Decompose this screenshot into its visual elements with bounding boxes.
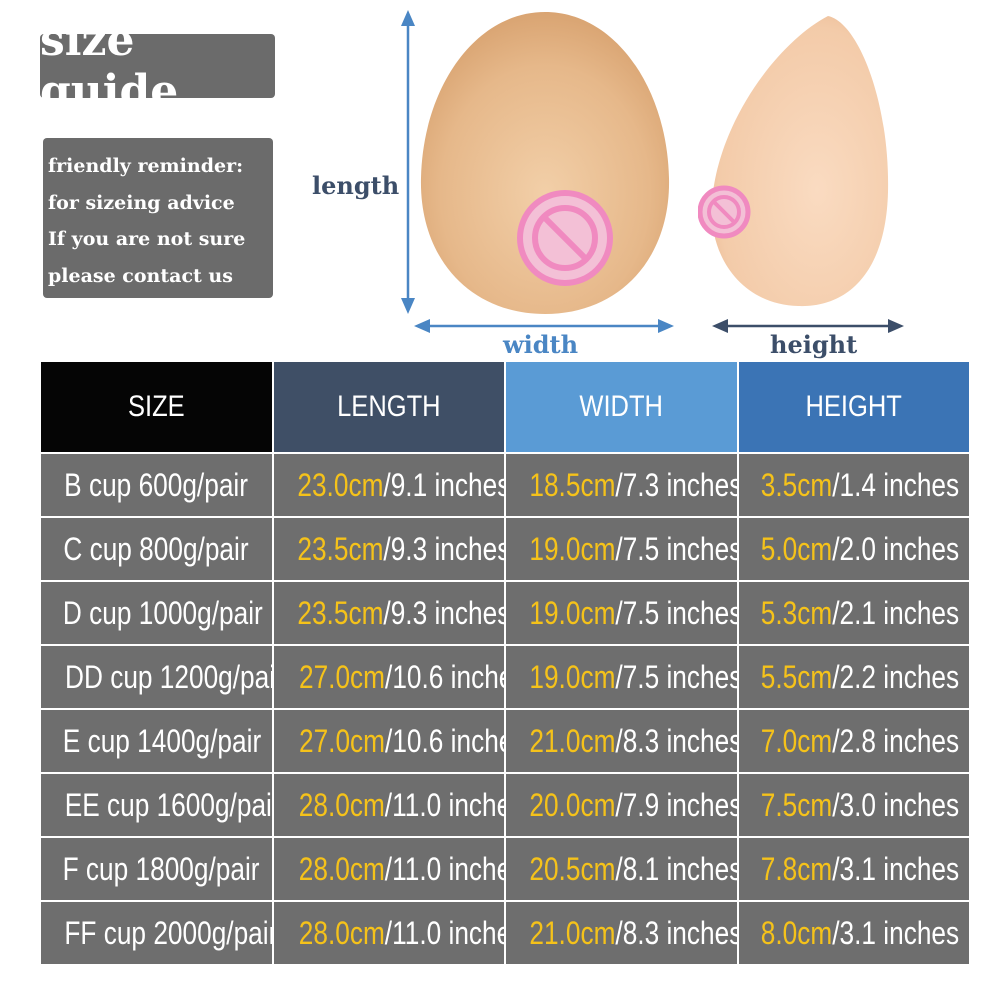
width-cell: 21.0cm/8.3 inches [506, 710, 737, 772]
length-cell: 28.0cm/11.0 inches [273, 774, 504, 836]
reminder-line: friendly reminder: [48, 155, 244, 177]
width-cell: 19.0cm/7.5 inches [506, 582, 737, 644]
length-cell: 28.0cm/11.0 inches [273, 902, 504, 964]
length-cell: 23.0cm/9.1 inches [273, 454, 504, 516]
width-cell: 21.0cm/8.3 inches [506, 902, 737, 964]
height-cell: 7.0cm/2.8 inches [738, 710, 969, 772]
reminder-line: for sizeing advice [48, 191, 235, 214]
size-cell: D cup 1000g/pair [41, 582, 272, 644]
reminder-line: please contact us [48, 264, 233, 287]
censor-icon [517, 190, 613, 286]
width-cell: 19.0cm/7.5 inches [506, 646, 737, 708]
size-cell: DD cup 1200g/pair [41, 646, 272, 708]
length-cell: 27.0cm/10.6 inches [273, 710, 504, 772]
size-guide-title-box: size guide [40, 15, 275, 117]
width-cell: 19.0cm/7.5 inches [506, 518, 737, 580]
width-cell: 18.5cm/7.3 inches [506, 454, 737, 516]
length-cell: 23.5cm/9.3 inches [273, 518, 504, 580]
breast-form-front-view [420, 12, 670, 314]
height-cell: 8.0cm/3.1 inches [738, 902, 969, 964]
table-row: EE cup 1600g/pair 28.0cm/11.0 inches 20.… [41, 774, 969, 836]
header-width: WIDTH [506, 362, 737, 452]
size-cell: F cup 1800g/pair [41, 838, 272, 900]
height-cell: 5.0cm/2.0 inches [738, 518, 969, 580]
header-height: HEIGHT [738, 362, 969, 452]
table-row: FF cup 2000g/pair 28.0cm/11.0 inches 21.… [41, 902, 969, 964]
size-table: SIZE LENGTH WIDTH HEIGHT B cup 600g/pair… [39, 360, 971, 966]
table-row: DD cup 1200g/pair 27.0cm/10.6 inches 19.… [41, 646, 969, 708]
height-cell: 7.5cm/3.0 inches [738, 774, 969, 836]
size-cell: FF cup 2000g/pair [41, 902, 272, 964]
width-cell: 20.5cm/8.1 inches [506, 838, 737, 900]
table-row: E cup 1400g/pair 27.0cm/10.6 inches 21.0… [41, 710, 969, 772]
width-label: width [503, 330, 579, 359]
size-cell: B cup 600g/pair [41, 454, 272, 516]
length-label: length [312, 171, 400, 200]
size-cell: EE cup 1600g/pair [41, 774, 272, 836]
table-row: B cup 600g/pair 23.0cm/9.1 inches 18.5cm… [41, 454, 969, 516]
width-cell: 20.0cm/7.9 inches [506, 774, 737, 836]
table-header-row: SIZE LENGTH WIDTH HEIGHT [41, 362, 969, 452]
header-size: SIZE [41, 362, 272, 452]
height-cell: 5.3cm/2.1 inches [738, 582, 969, 644]
table-row: F cup 1800g/pair 28.0cm/11.0 inches 20.5… [41, 838, 969, 900]
breast-form-side-view [698, 16, 889, 307]
table-row: C cup 800g/pair 23.5cm/9.3 inches 19.0cm… [41, 518, 969, 580]
header-length: LENGTH [273, 362, 504, 452]
height-cell: 5.5cm/2.2 inches [738, 646, 969, 708]
page-title: size guide [40, 15, 179, 117]
height-cell: 7.8cm/3.1 inches [738, 838, 969, 900]
length-cell: 23.5cm/9.3 inches [273, 582, 504, 644]
friendly-reminder-box: friendly reminder: for sizeing advice If… [43, 138, 273, 298]
height-cell: 3.5cm/1.4 inches [738, 454, 969, 516]
length-cell: 28.0cm/11.0 inches [273, 838, 504, 900]
length-cell: 27.0cm/10.6 inches [273, 646, 504, 708]
size-cell: C cup 800g/pair [41, 518, 272, 580]
length-arrow [401, 10, 415, 314]
censor-icon [698, 185, 751, 239]
reminder-line: If you are not sure [48, 228, 246, 250]
table-row: D cup 1000g/pair 23.5cm/9.3 inches 19.0c… [41, 582, 969, 644]
size-cell: E cup 1400g/pair [41, 710, 272, 772]
height-label: height [770, 330, 858, 359]
